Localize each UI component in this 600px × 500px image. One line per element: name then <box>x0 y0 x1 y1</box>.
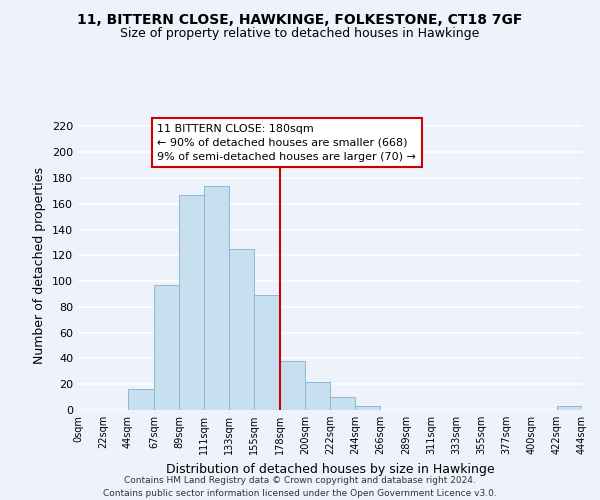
Text: Contains public sector information licensed under the Open Government Licence v3: Contains public sector information licen… <box>103 489 497 498</box>
X-axis label: Distribution of detached houses by size in Hawkinge: Distribution of detached houses by size … <box>166 462 494 475</box>
Text: 11 BITTERN CLOSE: 180sqm
← 90% of detached houses are smaller (668)
9% of semi-d: 11 BITTERN CLOSE: 180sqm ← 90% of detach… <box>157 124 416 162</box>
Bar <box>254 296 280 410</box>
Bar <box>305 382 330 410</box>
Bar <box>557 406 582 410</box>
Bar <box>179 195 204 410</box>
Text: Size of property relative to detached houses in Hawkinge: Size of property relative to detached ho… <box>121 28 479 40</box>
Bar <box>330 397 355 410</box>
Text: 11, BITTERN CLOSE, HAWKINGE, FOLKESTONE, CT18 7GF: 11, BITTERN CLOSE, HAWKINGE, FOLKESTONE,… <box>77 12 523 26</box>
Bar <box>355 406 380 410</box>
Bar <box>229 249 254 410</box>
Bar <box>280 361 305 410</box>
Bar <box>128 390 154 410</box>
Bar <box>154 285 179 410</box>
Y-axis label: Number of detached properties: Number of detached properties <box>34 166 46 364</box>
Bar <box>204 186 229 410</box>
Text: Contains HM Land Registry data © Crown copyright and database right 2024.: Contains HM Land Registry data © Crown c… <box>124 476 476 485</box>
